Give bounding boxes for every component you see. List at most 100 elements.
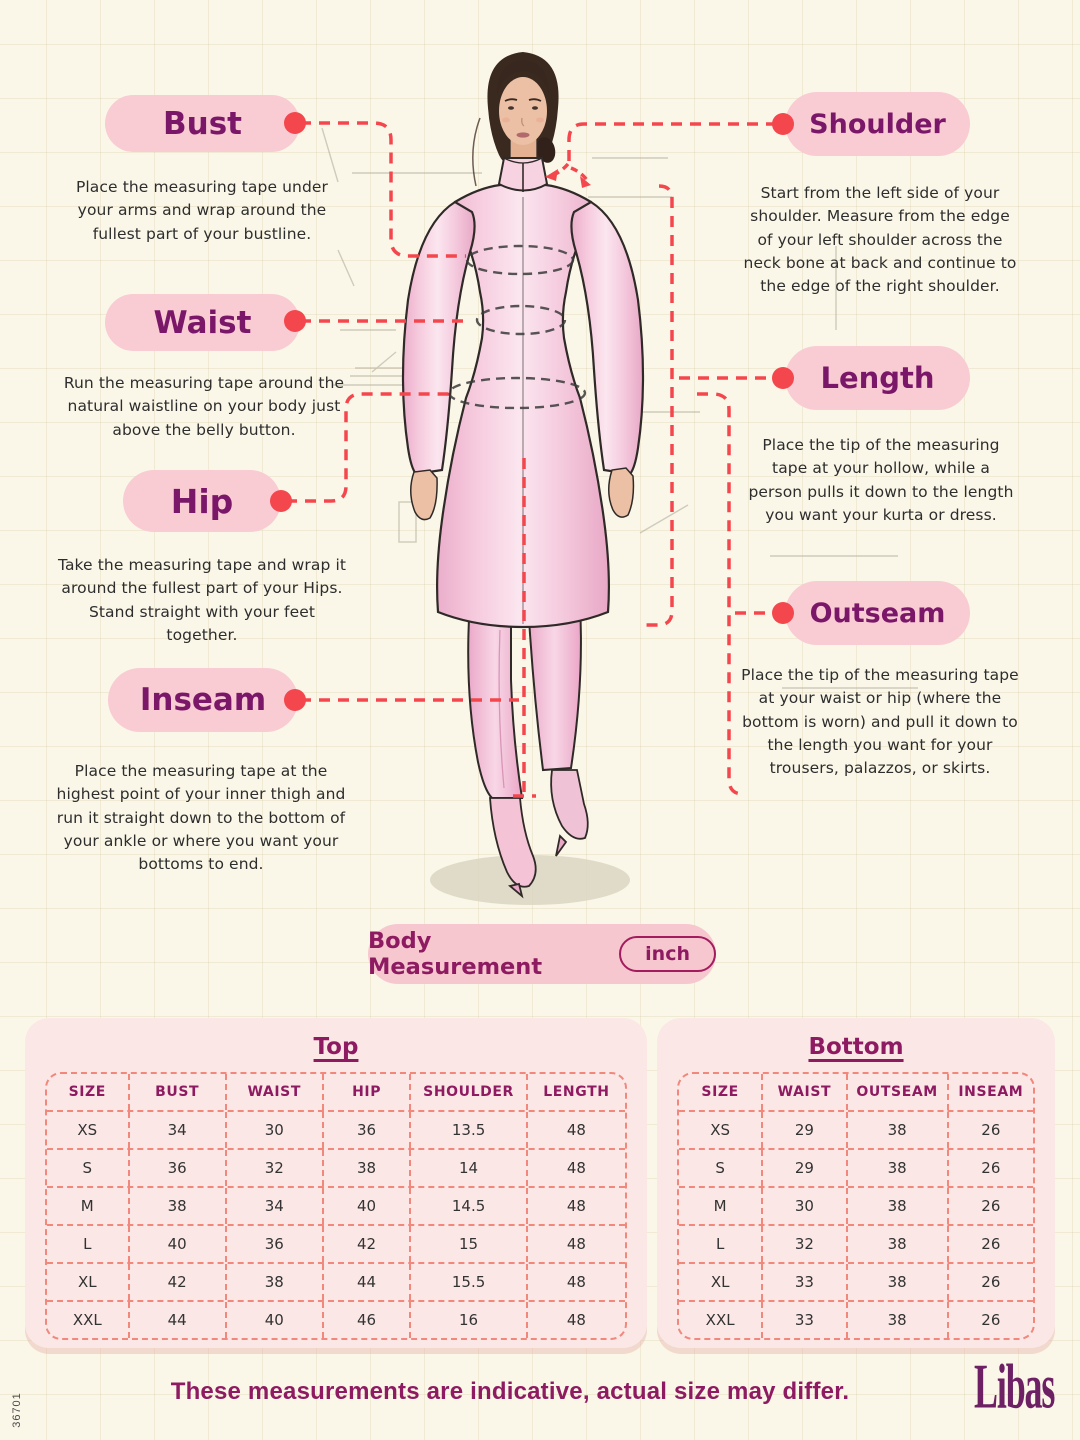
bottom-table-title: Bottom: [808, 1034, 904, 1060]
table-row: XL 42 38 44 15.5 48: [47, 1264, 625, 1302]
size-cell: XL: [679, 1264, 764, 1300]
table-cell: 16: [411, 1302, 528, 1338]
table-cell: 48: [566, 1197, 586, 1215]
column-header: LENGTH: [543, 1084, 610, 1100]
table-row: XL 33 38 26: [679, 1264, 1033, 1302]
length-measure-line: [646, 184, 674, 627]
libas-logo: Libas: [973, 1352, 1055, 1422]
size-cell: S: [679, 1150, 764, 1186]
shoulder-connector: [567, 122, 777, 161]
table-cell: 48: [566, 1273, 586, 1291]
inseam-description: Place the measuring tape at the highest …: [56, 762, 346, 873]
table-row: XXL 44 40 46 16 48: [47, 1302, 625, 1338]
top-table-title: Top: [313, 1034, 359, 1060]
table-cell: 38: [848, 1302, 949, 1338]
size-cell: S: [47, 1150, 130, 1186]
table-cell: 40: [130, 1226, 227, 1262]
table-cell: 36: [324, 1112, 412, 1148]
table-row: L 40 36 42 15 48: [47, 1226, 625, 1264]
bust-description: Place the measuring tape under your arms…: [75, 178, 329, 243]
table-cell: 38: [848, 1188, 949, 1224]
table-cell: 26: [981, 1311, 1001, 1329]
table-cell: 13.5: [411, 1112, 528, 1148]
table-cell: 15.5: [411, 1264, 528, 1300]
hip-description: Take the measuring tape and wrap it arou…: [57, 556, 347, 644]
column-header: WAIST: [227, 1074, 324, 1110]
table-cell: 30: [227, 1112, 324, 1148]
bottom-size-table: SIZE WAIST OUTSEAM INSEAM XS 29 38 26 S 29 38 26 M 30…: [677, 1072, 1035, 1340]
top-size-table: SIZE BUST WAIST HIP SHOULDER LENGTH XS 34 30 36 13…: [45, 1072, 627, 1340]
table-row: M 30 38 26: [679, 1188, 1033, 1226]
table-cell: 38: [848, 1264, 949, 1300]
table-cell: 40: [324, 1188, 412, 1224]
table-cell: 48: [566, 1121, 586, 1139]
table-cell: 33: [763, 1302, 848, 1338]
high-heels: [489, 769, 589, 899]
size-cell: L: [47, 1226, 130, 1262]
table-cell: 38: [227, 1264, 324, 1300]
bottom-size-card: Bottom SIZE WAIST OUTSEAM INSEAM XS 29 38 26 S 29…: [657, 1018, 1055, 1348]
table-row: S 36 32 38 14 48: [47, 1150, 625, 1188]
inseam-label-pill: Inseam: [108, 668, 298, 732]
table-row: L 32 38 26: [679, 1226, 1033, 1264]
facial-features: [502, 98, 544, 138]
column-header: INSEAM: [958, 1084, 1024, 1100]
table-cell: 33: [763, 1264, 848, 1300]
face: [499, 77, 547, 145]
unit-chip: inch: [619, 936, 716, 972]
shoulder-arrow-left: [550, 162, 570, 178]
floor-shadow: [430, 855, 630, 905]
hands: [410, 467, 635, 521]
table-cell: 38: [848, 1112, 949, 1148]
mandarin-collar: [497, 157, 549, 192]
size-cell: L: [679, 1226, 764, 1262]
shoulder-arrow-right: [570, 166, 589, 182]
waist-label-pill: Waist: [105, 294, 300, 351]
hair: [487, 52, 559, 170]
table-cell: 38: [848, 1226, 949, 1262]
table-cell: 36: [130, 1150, 227, 1186]
table-row: XS 34 30 36 13.5 48: [47, 1112, 625, 1150]
table-cell: 26: [981, 1197, 1001, 1215]
hair-strand: [472, 117, 481, 187]
size-cell: M: [679, 1188, 764, 1224]
table-cell: 26: [981, 1235, 1001, 1253]
column-header: WAIST: [763, 1074, 848, 1110]
column-header: HIP: [324, 1074, 412, 1110]
measurement-ellipses: [447, 244, 587, 410]
size-cell: XL: [47, 1264, 130, 1300]
column-header: SIZE: [47, 1074, 130, 1110]
table-cell: 46: [324, 1302, 412, 1338]
top-size-card: Top SIZE BUST WAIST HIP SHOULDER LENGTH XS 34 30…: [25, 1018, 647, 1348]
size-cell: XXL: [47, 1302, 130, 1338]
table-cell: 48: [566, 1235, 586, 1253]
size-cell: XS: [47, 1112, 130, 1148]
collar-top-edge: [503, 157, 543, 164]
kurta-bodice: [436, 183, 610, 629]
size-cell: XS: [679, 1112, 764, 1148]
table-cell: 26: [981, 1273, 1001, 1291]
hair-bun: [536, 137, 556, 163]
sku-code: 36701: [11, 1392, 23, 1428]
table-cell: 26: [981, 1121, 1001, 1139]
column-header: BUST: [130, 1074, 227, 1110]
table-cell: 26: [981, 1159, 1001, 1177]
table-header-row: SIZE WAIST OUTSEAM INSEAM: [679, 1074, 1033, 1112]
disclaimer-note: These measurements are indicative, actua…: [170, 1378, 850, 1405]
table-cell: 32: [227, 1150, 324, 1186]
pants: [467, 599, 582, 799]
table-cell: 15: [411, 1226, 528, 1262]
shoulder-label-pill: Shoulder: [785, 92, 970, 156]
table-cell: 29: [763, 1112, 848, 1148]
table-row: XS 29 38 26: [679, 1112, 1033, 1150]
table-cell: 44: [324, 1264, 412, 1300]
outseam-description: Place the tip of the measuring tape at y…: [741, 666, 1019, 777]
bust-ellipse: [465, 244, 575, 276]
neck: [509, 132, 538, 178]
table-cell: 44: [130, 1302, 227, 1338]
hip-label-pill: Hip: [123, 470, 281, 532]
length-description: Place the tip of the measuring tape at y…: [748, 436, 1014, 524]
table-row: S 29 38 26: [679, 1150, 1033, 1188]
table-cell: 48: [566, 1159, 586, 1177]
